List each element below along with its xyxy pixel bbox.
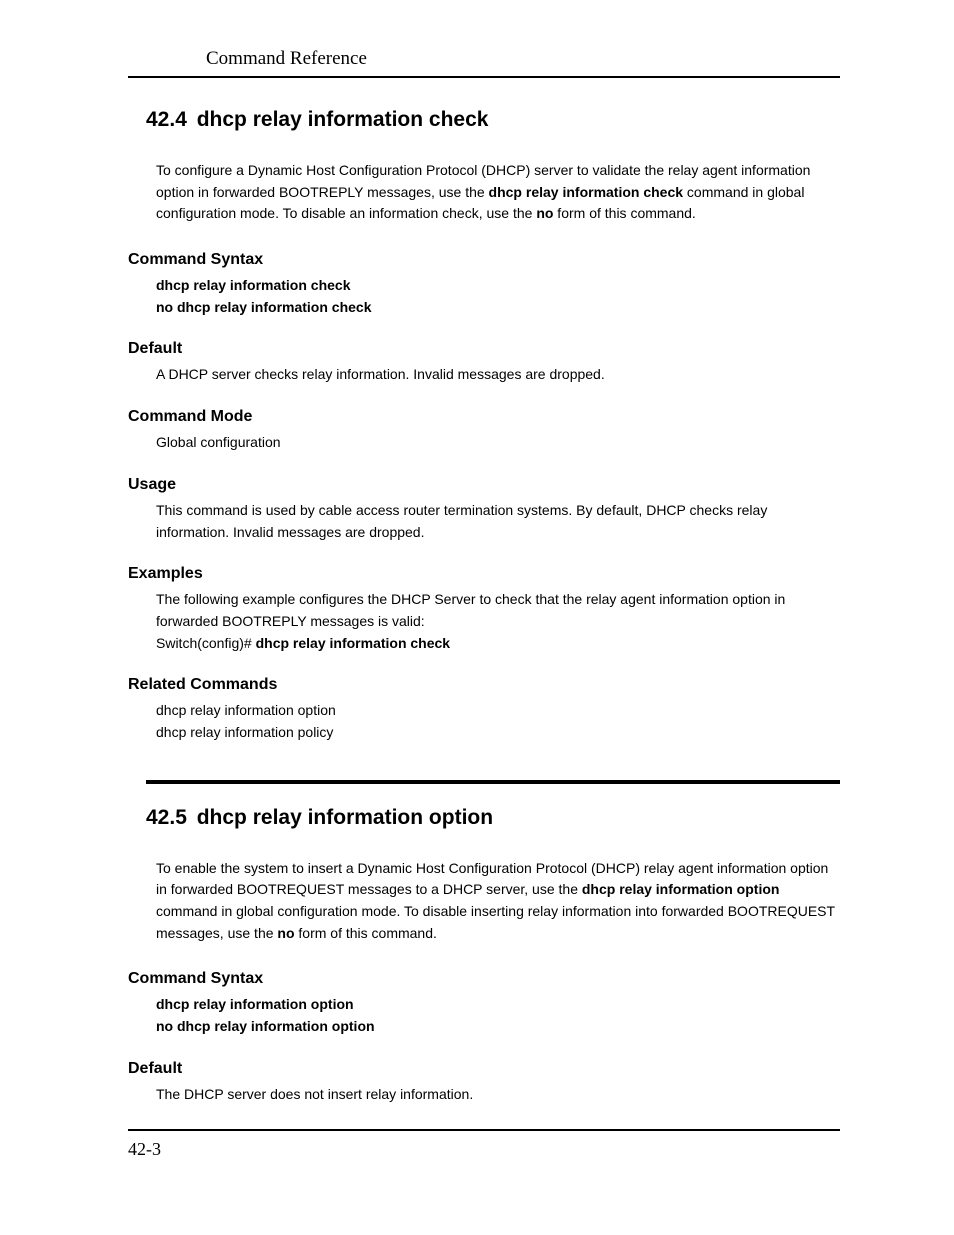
usage-heading: Usage	[128, 476, 840, 494]
related-commands-block: dhcp relay information option dhcp relay…	[128, 700, 840, 743]
related-commands-heading: Related Commands	[128, 676, 840, 694]
section-number: 42.4	[146, 108, 187, 132]
syntax-line: dhcp relay information check	[156, 275, 840, 297]
usage-block: This command is used by cable access rou…	[128, 500, 840, 543]
header-rule	[128, 76, 840, 78]
command-mode-block: Global configuration	[128, 432, 840, 454]
command-mode-heading: Command Mode	[128, 408, 840, 426]
command-syntax-block: dhcp relay information check no dhcp rel…	[128, 275, 840, 318]
default-heading: Default	[128, 1060, 840, 1078]
intro-text: form of this command.	[553, 205, 695, 221]
section-number: 42.5	[146, 806, 187, 830]
default-block: The DHCP server does not insert relay in…	[128, 1084, 840, 1106]
command-syntax-block: dhcp relay information option no dhcp re…	[128, 994, 840, 1037]
default-block: A DHCP server checks relay information. …	[128, 364, 840, 386]
section-divider	[146, 780, 840, 784]
page-number: 42-3	[128, 1139, 840, 1160]
intro-bold: no	[536, 205, 553, 221]
intro-text: command in global configuration mode. To…	[156, 903, 835, 941]
syntax-line: no dhcp relay information option	[156, 1016, 840, 1038]
section-heading: 42.5 dhcp relay information option	[128, 806, 840, 830]
default-body: The DHCP server does not insert relay in…	[156, 1086, 473, 1102]
examples-cmd-bold: dhcp relay information check	[256, 635, 451, 651]
section-heading: 42.4 dhcp relay information check	[128, 108, 840, 132]
syntax-line: dhcp relay information option	[156, 994, 840, 1016]
intro-text: form of this command.	[295, 925, 437, 941]
running-header: Command Reference	[128, 48, 840, 70]
syntax-line: no dhcp relay information check	[156, 297, 840, 319]
footer-rule	[128, 1129, 840, 1131]
command-syntax-heading: Command Syntax	[128, 970, 840, 988]
intro-bold: dhcp relay information check	[489, 184, 684, 200]
intro-bold: dhcp relay information option	[582, 881, 780, 897]
examples-body: The following example configures the DHC…	[156, 589, 840, 632]
section-title-text: dhcp relay information check	[197, 108, 489, 132]
examples-block: The following example configures the DHC…	[128, 589, 840, 654]
default-body: A DHCP server checks relay information. …	[156, 366, 605, 382]
related-line: dhcp relay information option	[156, 700, 840, 722]
examples-cmd-prefix: Switch(config)#	[156, 635, 256, 651]
intro-bold: no	[277, 925, 294, 941]
section-intro: To configure a Dynamic Host Configuratio…	[128, 160, 840, 225]
section-intro: To enable the system to insert a Dynamic…	[128, 858, 840, 945]
examples-command: Switch(config)# dhcp relay information c…	[156, 633, 840, 655]
usage-body: This command is used by cable access rou…	[156, 502, 767, 540]
page: Command Reference 42.4 dhcp relay inform…	[0, 0, 954, 1235]
related-line: dhcp relay information policy	[156, 722, 840, 744]
section-title-text: dhcp relay information option	[197, 806, 493, 830]
command-syntax-heading: Command Syntax	[128, 251, 840, 269]
default-heading: Default	[128, 340, 840, 358]
examples-heading: Examples	[128, 565, 840, 583]
command-mode-body: Global configuration	[156, 434, 281, 450]
